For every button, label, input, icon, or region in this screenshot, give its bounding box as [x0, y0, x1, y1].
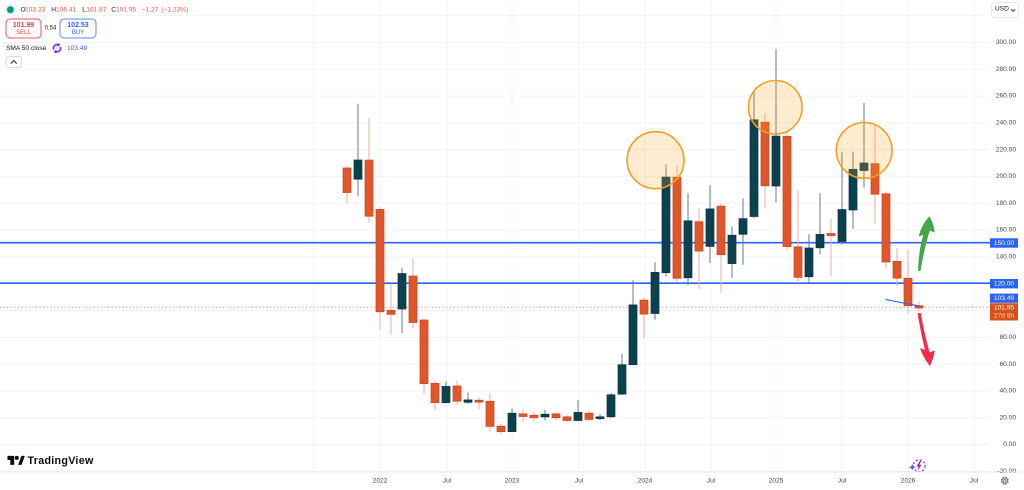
svg-text:160.00: 160.00: [996, 227, 1017, 234]
svg-text:120.00: 120.00: [994, 281, 1015, 288]
svg-text:300.00: 300.00: [996, 39, 1017, 46]
svg-text:0.00: 0.00: [1003, 441, 1016, 448]
svg-text:280.00: 280.00: [996, 66, 1017, 73]
svg-text:27d 8h: 27d 8h: [994, 313, 1015, 320]
svg-text:0.54: 0.54: [45, 26, 57, 32]
svg-text:102.53: 102.53: [67, 22, 89, 29]
svg-text:40.00: 40.00: [999, 388, 1016, 395]
svg-text:220.00: 220.00: [996, 146, 1017, 153]
svg-text:150.00: 150.00: [994, 240, 1015, 247]
svg-text:101.95: 101.95: [994, 304, 1015, 311]
svg-text:2023: 2023: [505, 478, 520, 485]
svg-text:200.00: 200.00: [996, 173, 1017, 180]
svg-text:SMA 50 close: SMA 50 close: [6, 45, 47, 52]
svg-text:2024: 2024: [638, 478, 653, 485]
svg-text:2026: 2026: [901, 478, 916, 485]
svg-text:USD: USD: [995, 5, 1009, 12]
svg-text:SELL: SELL: [16, 30, 31, 36]
svg-text:260.00: 260.00: [996, 93, 1017, 100]
svg-text:TradingView: TradingView: [28, 455, 94, 467]
svg-text:Jul: Jul: [838, 478, 847, 485]
svg-text:2025: 2025: [769, 478, 784, 485]
svg-text:103.49: 103.49: [67, 45, 88, 52]
svg-text:80.00: 80.00: [999, 334, 1016, 341]
svg-text:Jul: Jul: [443, 478, 452, 485]
svg-text:103.49: 103.49: [994, 295, 1015, 302]
svg-text:Jul: Jul: [970, 478, 979, 485]
svg-text:20.00: 20.00: [999, 414, 1016, 421]
svg-text:60.00: 60.00: [999, 361, 1016, 368]
svg-text:180.00: 180.00: [996, 200, 1017, 207]
svg-text:2022: 2022: [373, 478, 388, 485]
svg-text:101.99: 101.99: [13, 22, 35, 29]
svg-text:240.00: 240.00: [996, 120, 1017, 127]
svg-text:Jul: Jul: [707, 478, 716, 485]
svg-text:BUY: BUY: [72, 30, 84, 36]
svg-text:Jul: Jul: [575, 478, 584, 485]
svg-text:140.00: 140.00: [996, 254, 1017, 261]
